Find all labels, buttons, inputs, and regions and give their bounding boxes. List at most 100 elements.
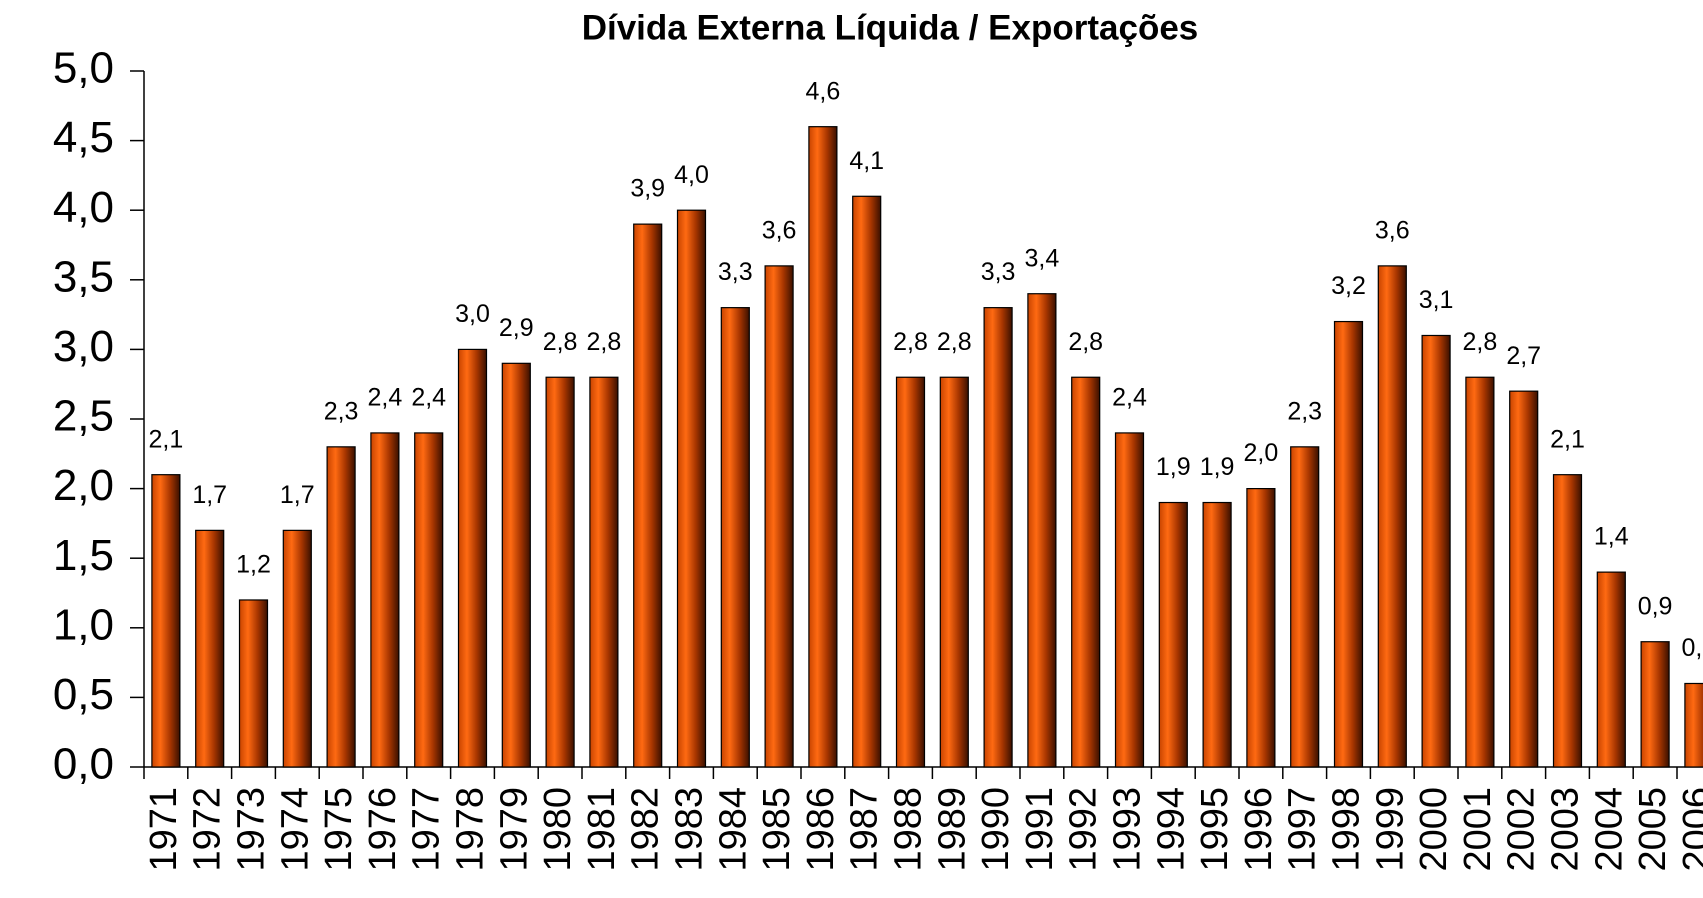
bar — [1290, 446, 1320, 768]
x-tick-label: 1976 — [362, 787, 404, 872]
x-tick-label: 1978 — [450, 787, 492, 872]
y-tick-label: 3,0 — [53, 322, 114, 371]
value-label: 2,4 — [1112, 384, 1147, 412]
x-tick-label: 1991 — [1019, 787, 1061, 872]
bar — [545, 376, 575, 768]
value-label: 2,1 — [1550, 425, 1585, 453]
x-tick-label: 1977 — [406, 787, 448, 872]
chart-title: Dívida Externa Líquida / Exportações — [582, 8, 1199, 47]
x-tick-label: 1985 — [756, 787, 798, 872]
value-label: 2,7 — [1506, 342, 1541, 370]
bar — [195, 529, 225, 768]
y-tick-label: 3,5 — [53, 252, 114, 301]
value-label: 3,6 — [762, 216, 797, 244]
value-label: 4,6 — [806, 77, 841, 105]
x-tick-label: 1981 — [581, 787, 623, 872]
x-tick-label: 1988 — [888, 787, 930, 872]
y-tick-label: 2,5 — [53, 392, 114, 441]
y-tick-label: 4,0 — [53, 183, 114, 232]
y-tick-label: 0,5 — [53, 670, 114, 719]
bar — [1202, 501, 1232, 768]
x-tick-label: 1997 — [1282, 787, 1324, 872]
value-label: 1,9 — [1156, 453, 1191, 481]
bar — [720, 307, 750, 768]
value-label: 0,9 — [1638, 592, 1673, 620]
x-tick-label: 2003 — [1545, 787, 1587, 872]
y-tick-label: 1,5 — [53, 531, 114, 580]
bar — [676, 209, 707, 768]
x-tick-label: 2000 — [1413, 787, 1455, 872]
value-label: 0,6 — [1682, 634, 1703, 662]
bar — [939, 376, 969, 768]
value-label: 1,7 — [280, 481, 315, 509]
value-label: 3,3 — [981, 258, 1016, 286]
x-tick-label: 2001 — [1457, 787, 1499, 872]
value-label: 2,8 — [587, 328, 622, 356]
value-label: 1,2 — [236, 551, 271, 579]
bar — [457, 348, 488, 768]
y-tick-label: 0,0 — [53, 740, 114, 789]
x-tick-label: 1972 — [187, 787, 229, 872]
bar — [895, 376, 926, 768]
bar — [633, 223, 663, 768]
bar — [1071, 376, 1101, 768]
x-tick-label: 1993 — [1107, 787, 1149, 872]
bar — [808, 126, 838, 768]
bar — [501, 362, 531, 768]
bar — [1684, 682, 1703, 768]
x-tick-label: 1979 — [493, 787, 535, 872]
y-tick-label: 4,5 — [53, 113, 114, 162]
bar — [1246, 488, 1276, 768]
bar — [1552, 474, 1583, 768]
x-tick-label: 1987 — [844, 787, 886, 872]
x-tick-label: 1986 — [800, 787, 842, 872]
bar — [1421, 334, 1451, 768]
bar — [1158, 501, 1188, 768]
value-label: 2,4 — [368, 384, 403, 412]
x-tick-label: 1994 — [1150, 787, 1192, 872]
value-label: 2,3 — [1287, 397, 1322, 425]
x-tick-label: 1998 — [1326, 787, 1368, 872]
value-label: 3,2 — [1331, 272, 1366, 300]
value-label: 3,4 — [1025, 244, 1060, 272]
value-label: 2,8 — [543, 328, 578, 356]
x-tick-label: 1982 — [625, 787, 667, 872]
bar — [238, 599, 269, 768]
value-label: 3,1 — [1419, 286, 1454, 314]
bar — [1333, 320, 1364, 768]
value-label: 2,8 — [937, 328, 972, 356]
value-label: 4,0 — [674, 161, 709, 189]
bar — [370, 432, 400, 768]
x-tick-label: 1992 — [1063, 787, 1105, 872]
x-tick-label: 1999 — [1369, 787, 1411, 872]
x-tick-label: 1996 — [1238, 787, 1280, 872]
value-label: 3,6 — [1375, 216, 1410, 244]
value-label: 1,4 — [1594, 523, 1629, 551]
bar — [764, 265, 794, 768]
bar — [1596, 571, 1626, 768]
x-tick-label: 1974 — [274, 787, 316, 872]
bar — [1377, 265, 1407, 768]
x-tick-label: 1980 — [537, 787, 579, 872]
bar — [326, 446, 356, 768]
value-label: 3,3 — [718, 258, 753, 286]
value-label: 2,8 — [1463, 328, 1498, 356]
value-label: 2,8 — [1068, 328, 1103, 356]
x-tick-label: 1973 — [231, 787, 273, 872]
bar — [151, 474, 181, 768]
x-tick-label: 2004 — [1588, 787, 1630, 872]
value-label: 2,3 — [324, 397, 359, 425]
y-tick-label: 5,0 — [53, 44, 114, 93]
bar — [1027, 293, 1057, 768]
bar — [282, 529, 312, 768]
bar — [1509, 390, 1539, 768]
bar — [1640, 641, 1670, 768]
y-tick-label: 2,0 — [53, 461, 114, 510]
x-tick-label: 1990 — [975, 787, 1017, 872]
bar — [1465, 376, 1495, 768]
value-label: 2,9 — [499, 314, 534, 342]
y-tick-label: 1,0 — [53, 600, 114, 649]
value-label: 2,4 — [411, 384, 446, 412]
x-tick-label: 1975 — [318, 787, 360, 872]
